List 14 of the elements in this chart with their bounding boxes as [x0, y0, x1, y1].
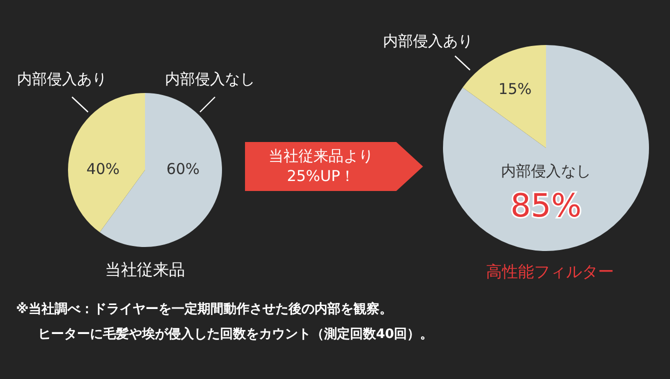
text: 高性能フィルター	[485, 261, 615, 283]
slice-label: 内部侵入あり	[17, 70, 107, 88]
text: ※当社調べ：ドライヤーを一定期間動作させた後の内部を観察。	[16, 300, 394, 319]
data-label: 60%	[166, 160, 200, 178]
text: ヒーターに毛髪や埃が侵入した回数をカウント（測定回数40回）。	[37, 326, 434, 344]
slice-label: 内部侵入あり	[383, 32, 473, 50]
text: 当社従来品より	[268, 146, 374, 166]
text: 当社従来品	[104, 259, 186, 281]
data-label: 40%	[86, 160, 120, 178]
text: 25%UP！	[286, 166, 356, 186]
data-label: 15%	[498, 80, 532, 98]
data-label: 85%	[510, 186, 582, 224]
slice-label: 内部侵入なし	[165, 70, 255, 88]
slice-label: 内部侵入なし	[501, 162, 591, 180]
